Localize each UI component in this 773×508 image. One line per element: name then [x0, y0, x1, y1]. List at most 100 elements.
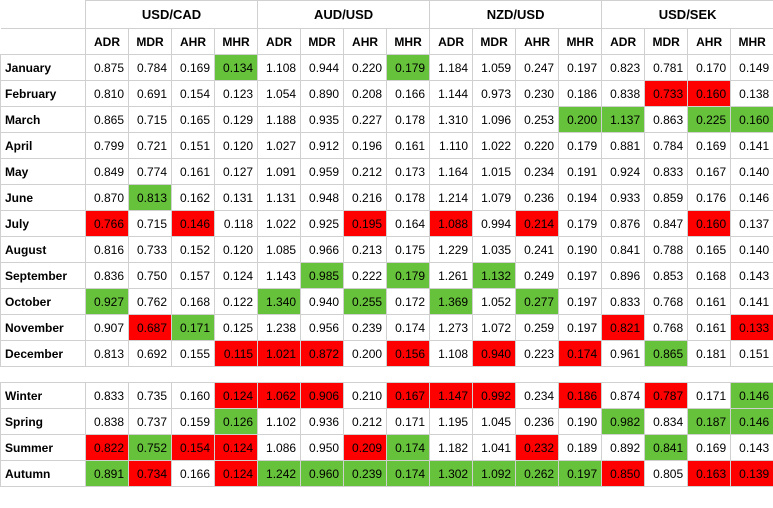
table-cell: 0.691 [128, 80, 172, 107]
table-cell: 0.197 [558, 460, 603, 487]
table-cell: 1.062 [257, 382, 302, 409]
group-header-usd-sek: USD/SEK [601, 0, 773, 29]
corner-cell [0, 28, 86, 55]
table-cell: 0.936 [300, 408, 345, 435]
table-cell: 0.174 [386, 314, 431, 341]
table-cell: 1.242 [257, 460, 302, 487]
table-cell: 0.174 [386, 434, 431, 461]
table-row: March 0.865 0.715 0.165 0.129 1.188 0.935 0.227… [0, 106, 773, 133]
table-cell: 1.022 [472, 132, 517, 159]
table-cell: 0.179 [386, 262, 431, 289]
table-cell: 0.190 [558, 236, 603, 263]
table-cell: 0.165 [171, 106, 215, 133]
table-cell: 0.774 [128, 158, 172, 185]
table-cell: 1.143 [257, 262, 302, 289]
table-cell: 1.052 [472, 288, 517, 315]
table-cell: 0.131 [213, 184, 259, 211]
table-cell: 0.912 [300, 132, 345, 159]
table-row: September 0.836 0.750 0.157 0.124 1.143 0.985 0… [0, 262, 773, 289]
spacer-cell [0, 366, 773, 383]
metric-header-ahr: AHR [515, 28, 560, 55]
table-cell: 0.220 [343, 54, 388, 81]
table-cell: 1.131 [257, 184, 302, 211]
table-cell: 0.171 [171, 314, 215, 341]
table-cell: 0.186 [558, 382, 603, 409]
table-cell: 0.172 [386, 288, 431, 315]
table-cell: 1.108 [429, 340, 474, 367]
table-cell: 0.171 [386, 408, 431, 435]
table-cell: 1.238 [257, 314, 302, 341]
table-cell: 1.086 [257, 434, 302, 461]
table-cell: 0.143 [730, 262, 773, 289]
metric-header-ahr: AHR [343, 28, 388, 55]
table-cell: 0.161 [171, 158, 215, 185]
table-cell: 0.152 [171, 236, 215, 263]
table-cell: 0.124 [213, 262, 259, 289]
table-cell: 0.236 [515, 184, 560, 211]
table-cell: 0.863 [644, 106, 689, 133]
table-cell: 0.992 [472, 382, 517, 409]
row-label: April [0, 132, 86, 159]
table-cell: 0.737 [128, 408, 172, 435]
table-cell: 0.216 [343, 184, 388, 211]
table-cell: 1.102 [257, 408, 302, 435]
table-cell: 0.124 [213, 460, 259, 487]
table-cell: 1.059 [472, 54, 517, 81]
table-cell: 0.161 [687, 288, 732, 315]
table-cell: 0.178 [386, 106, 431, 133]
table-cell: 1.310 [429, 106, 474, 133]
table-cell: 0.766 [85, 210, 129, 237]
table-cell: 0.933 [601, 184, 646, 211]
table-cell: 0.733 [644, 80, 689, 107]
table-cell: 0.212 [343, 158, 388, 185]
table-cell: 0.155 [171, 340, 215, 367]
table-cell: 0.160 [687, 210, 732, 237]
table-cell: 0.209 [343, 434, 388, 461]
table-cell: 0.168 [171, 288, 215, 315]
table-cell: 0.167 [386, 382, 431, 409]
table-cell: 0.190 [558, 408, 603, 435]
table-cell: 0.138 [730, 80, 773, 107]
table-cell: 0.823 [601, 54, 646, 81]
table-cell: 0.165 [687, 236, 732, 263]
table-cell: 1.108 [257, 54, 302, 81]
table-cell: 0.833 [85, 382, 129, 409]
metric-header-mhr: MHR [386, 28, 431, 55]
table-cell: 0.735 [128, 382, 172, 409]
table-cell: 0.799 [85, 132, 129, 159]
table-cell: 0.890 [300, 80, 345, 107]
table-cell: 0.214 [515, 210, 560, 237]
table-cell: 0.935 [300, 106, 345, 133]
table-cell: 0.813 [85, 340, 129, 367]
table-cell: 0.870 [85, 184, 129, 211]
table-cell: 0.874 [601, 382, 646, 409]
table-cell: 1.302 [429, 460, 474, 487]
table-cell: 0.841 [601, 236, 646, 263]
table-cell: 0.162 [171, 184, 215, 211]
table-cell: 0.768 [644, 288, 689, 315]
table-cell: 0.788 [644, 236, 689, 263]
table-cell: 1.035 [472, 236, 517, 263]
table-cell: 0.154 [171, 80, 215, 107]
table-cell: 1.137 [601, 106, 646, 133]
table-cell: 0.973 [472, 80, 517, 107]
table-cell: 0.959 [300, 158, 345, 185]
row-label: February [0, 80, 86, 107]
table-cell: 0.985 [300, 262, 345, 289]
table-row: Summer 0.822 0.752 0.154 0.124 1.086 0.950 0.20… [0, 434, 773, 461]
table-cell: 1.027 [257, 132, 302, 159]
table-cell: 0.907 [85, 314, 129, 341]
table-cell: 0.881 [601, 132, 646, 159]
table-cell: 1.110 [429, 132, 474, 159]
table-cell: 0.956 [300, 314, 345, 341]
table-cell: 0.222 [343, 262, 388, 289]
table-cell: 0.232 [515, 434, 560, 461]
table-cell: 0.181 [687, 340, 732, 367]
table-cell: 0.865 [85, 106, 129, 133]
table-cell: 0.151 [171, 132, 215, 159]
metric-header-adr: ADR [85, 28, 129, 55]
table-cell: 0.173 [386, 158, 431, 185]
table-row: Spring 0.838 0.737 0.159 0.126 1.102 0.936 0.21… [0, 408, 773, 435]
table-cell: 0.189 [558, 434, 603, 461]
table-cell: 0.838 [85, 408, 129, 435]
